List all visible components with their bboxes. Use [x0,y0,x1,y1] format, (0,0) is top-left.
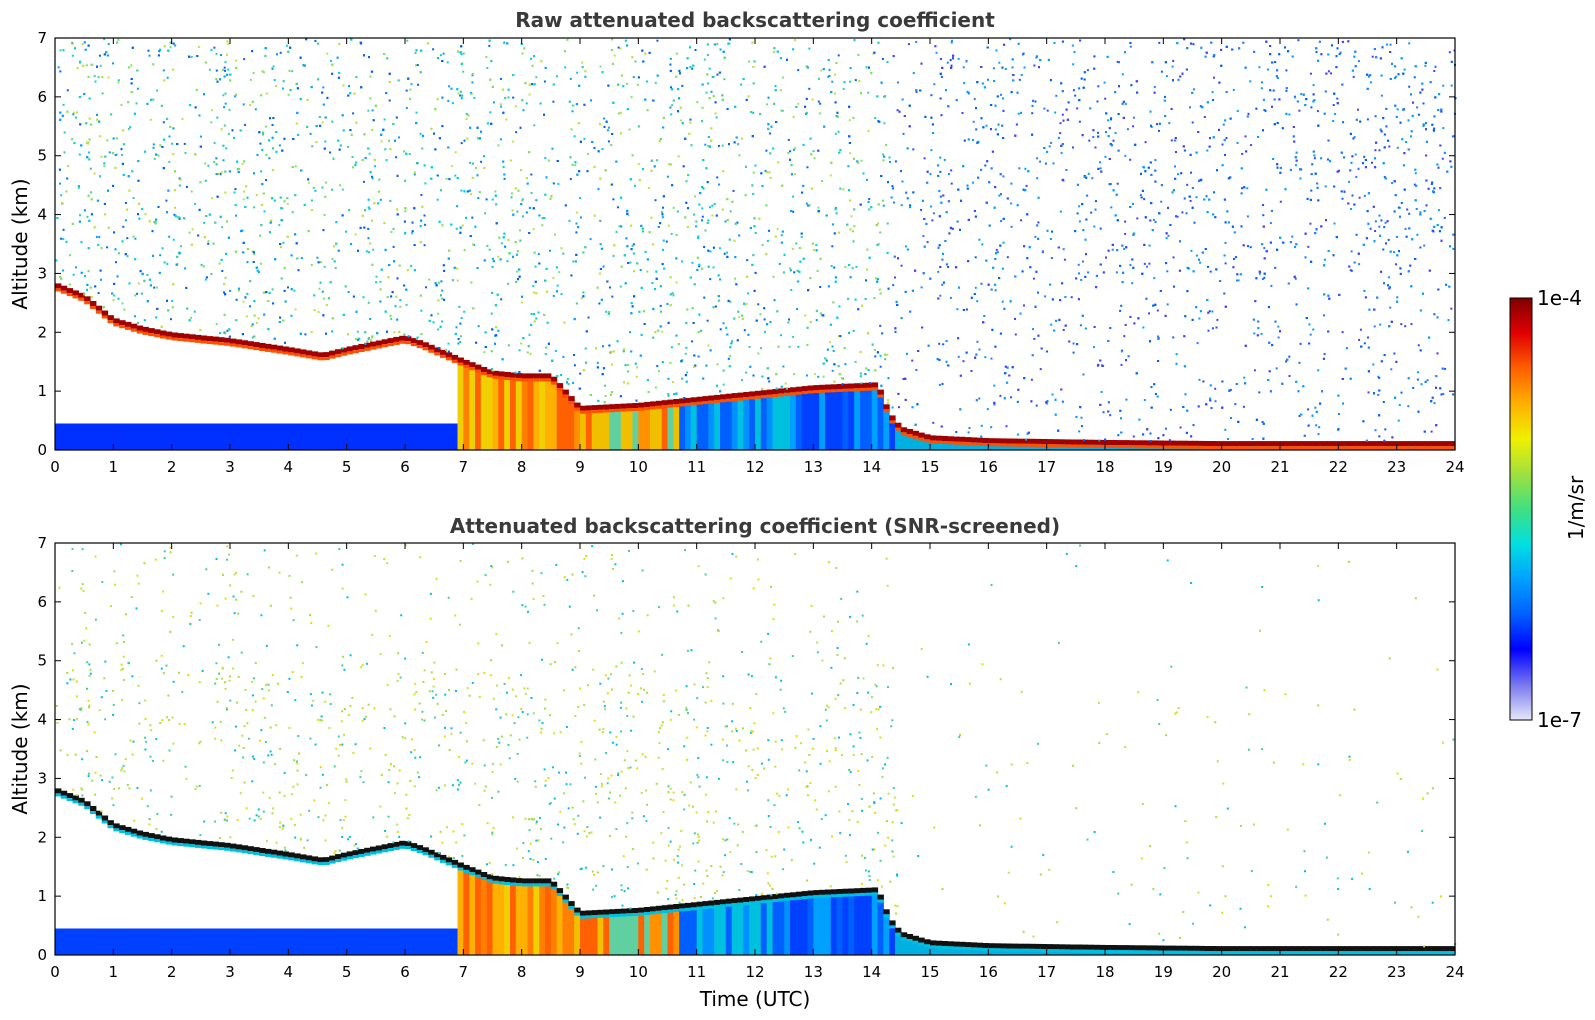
x-tick-label: 22 [1329,963,1348,981]
y-tick-label: 7 [37,534,47,552]
x-tick-label: 19 [1154,458,1173,476]
panel-title: Raw attenuated backscattering coefficien… [515,8,995,32]
axes-frame [54,542,1456,956]
x-axis-ticks: 0 1 2 3 4 5 6 7 8 9 10 11 12 13 14 15 16 17 18 19 20 21 22 23 24 [50,38,1465,476]
x-tick-label: 21 [1270,963,1289,981]
x-tick-label: 7 [459,458,469,476]
x-tick-label: 11 [687,458,706,476]
x-tick-label: 15 [920,458,939,476]
x-tick-label: 17 [1037,458,1056,476]
axes-frame [54,37,1456,451]
y-tick-label: 5 [37,652,47,670]
x-tick-label: 20 [1212,458,1231,476]
colorbar-unit-label: 1/m/sr [1564,475,1588,540]
x-tick-label: 23 [1387,458,1406,476]
y-tick-label: 3 [37,264,47,282]
x-tick-label: 23 [1387,963,1406,981]
x-tick-label: 6 [400,963,410,981]
y-tick-label: 1 [37,887,47,905]
x-tick-label: 9 [575,458,585,476]
y-tick-label: 4 [37,206,47,224]
panel-title: Attenuated backscattering coefficient (S… [450,514,1060,538]
plot-area [55,38,1457,450]
y-tick-label: 3 [37,769,47,787]
snr-screened-backscatter-panel: Attenuated backscattering coefficient (S… [8,514,1465,1011]
y-axis-ticks: 0 1 2 3 4 5 6 7 [37,29,1455,459]
raw-backscatter-panel: Raw attenuated backscattering coefficien… [8,8,1465,476]
colorbar: 1e-4 1e-7 1/m/sr [1509,286,1588,732]
y-tick-label: 2 [37,323,47,341]
colorbar-min-label: 1e-7 [1537,708,1582,732]
y-tick-label: 0 [37,946,47,964]
y-axis-label: Altitude (km) [8,178,32,309]
x-tick-label: 21 [1270,458,1289,476]
x-tick-label: 8 [517,458,527,476]
x-tick-label: 14 [862,963,881,981]
x-axis-ticks: 0 1 2 3 4 5 6 7 8 9 10 11 12 13 14 15 16 17 18 19 20 21 22 23 24 [50,543,1465,981]
y-tick-label: 7 [37,29,47,47]
x-tick-label: 0 [50,458,60,476]
y-axis-ticks: 0 1 2 3 4 5 6 7 [37,534,1455,964]
x-tick-label: 9 [575,963,585,981]
x-tick-label: 18 [1095,963,1114,981]
plot-area [55,543,1457,955]
x-tick-label: 10 [629,963,648,981]
x-tick-label: 12 [745,963,764,981]
x-tick-label: 16 [979,458,998,476]
x-tick-label: 3 [225,458,235,476]
x-tick-label: 14 [862,458,881,476]
x-tick-label: 17 [1037,963,1056,981]
y-tick-label: 5 [37,147,47,165]
x-tick-label: 22 [1329,458,1348,476]
x-tick-label: 4 [284,458,294,476]
x-tick-label: 16 [979,963,998,981]
x-tick-label: 4 [284,963,294,981]
x-axis-label: Time (UTC) [699,987,811,1011]
x-tick-label: 1 [109,458,119,476]
colorbar-max-label: 1e-4 [1537,286,1582,310]
x-tick-label: 15 [920,963,939,981]
x-tick-label: 8 [517,963,527,981]
x-tick-label: 24 [1445,458,1464,476]
x-tick-label: 5 [342,458,352,476]
x-tick-label: 0 [50,963,60,981]
x-tick-label: 5 [342,963,352,981]
x-tick-label: 2 [167,458,177,476]
x-tick-label: 20 [1212,963,1231,981]
x-tick-label: 7 [459,963,469,981]
y-tick-label: 6 [37,593,47,611]
y-tick-label: 6 [37,88,47,106]
x-tick-label: 3 [225,963,235,981]
x-tick-label: 13 [804,963,823,981]
x-tick-label: 19 [1154,963,1173,981]
x-tick-label: 24 [1445,963,1464,981]
y-tick-label: 4 [37,711,47,729]
colorbar-gradient [1509,297,1533,721]
x-tick-label: 18 [1095,458,1114,476]
y-axis-label: Altitude (km) [8,683,32,814]
x-tick-label: 11 [687,963,706,981]
x-tick-label: 10 [629,458,648,476]
x-tick-label: 12 [745,458,764,476]
x-tick-label: 1 [109,963,119,981]
x-tick-label: 6 [400,458,410,476]
x-tick-label: 13 [804,458,823,476]
y-tick-label: 0 [37,441,47,459]
y-tick-label: 1 [37,382,47,400]
x-tick-label: 2 [167,963,177,981]
y-tick-label: 2 [37,828,47,846]
